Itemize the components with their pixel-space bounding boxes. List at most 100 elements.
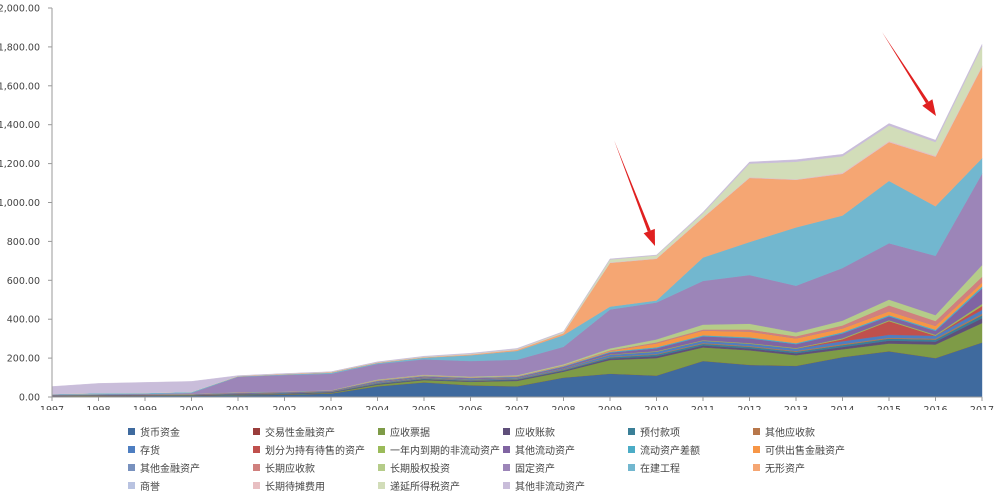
chart-legend: 货币资金 交易性金融资产 应收票据 应收账款 预付款项 其他应收款存货 划分为持有待售的资产…	[128, 424, 888, 493]
legend-item: 可供出售金融资产	[753, 442, 878, 457]
axes: 0.00 200.00 400.00 600.00 800.00 1,000.00 1,20…	[0, 4, 994, 411]
y-tick-label: 1,400.00	[0, 120, 40, 131]
legend-label: 存货	[140, 446, 160, 457]
legend-label: 其他非流动资产	[515, 482, 585, 493]
y-tick-label: 1,000.00	[0, 198, 40, 209]
legend-swatch-icon	[503, 464, 510, 471]
legend-item: 固定资产	[503, 460, 628, 475]
x-tick-label: 2013	[784, 405, 808, 410]
legend-label: 固定资产	[515, 464, 555, 475]
x-tick-label: 1997	[40, 405, 64, 410]
x-tick-label: 2003	[319, 405, 343, 410]
x-tick-label: 2017	[970, 405, 994, 410]
legend-item: 递延所得税资产	[378, 478, 503, 493]
legend-label: 交易性金融资产	[265, 428, 335, 439]
legend-label: 其他应收款	[765, 428, 815, 439]
y-tick-label: 1,600.00	[0, 81, 40, 92]
annotation-arrows	[614, 32, 936, 246]
x-tick-label: 2004	[365, 405, 389, 410]
legend-swatch-icon	[253, 482, 260, 489]
y-tick-label: 1,800.00	[0, 42, 40, 53]
legend-item: 其他金融资产	[128, 460, 253, 475]
legend-swatch-icon	[503, 428, 510, 435]
x-tick-label: 2012	[737, 405, 761, 410]
y-tick-label: 0.00	[19, 393, 40, 404]
legend-swatch-icon	[378, 464, 385, 471]
red-arrow-annotation	[882, 32, 936, 116]
legend-item: 在建工程	[628, 460, 753, 475]
legend-swatch-icon	[378, 482, 385, 489]
legend-item: 预付款项	[628, 424, 753, 439]
x-tick-label: 1999	[133, 405, 157, 410]
y-tick-label: 400.00	[7, 315, 40, 326]
legend-label: 长期股权投资	[390, 464, 450, 475]
red-arrow-annotation	[614, 140, 655, 246]
legend-swatch-icon	[253, 428, 260, 435]
legend-swatch-icon	[628, 428, 635, 435]
legend-label: 商誉	[140, 482, 160, 493]
legend-swatch-icon	[253, 446, 260, 453]
legend-label: 其他流动资产	[515, 446, 575, 457]
legend-swatch-icon	[378, 446, 385, 453]
legend-label: 在建工程	[640, 464, 680, 475]
area-series-21	[51, 44, 983, 395]
legend-swatch-icon	[503, 482, 510, 489]
legend-swatch-icon	[128, 428, 135, 435]
y-tick-label: 600.00	[7, 276, 40, 287]
legend-item: 应收账款	[503, 424, 628, 439]
legend-label: 预付款项	[640, 428, 680, 439]
legend-swatch-icon	[128, 482, 135, 489]
x-tick-label: 2005	[412, 405, 436, 410]
legend-item: 长期待摊费用	[253, 478, 378, 493]
legend-item: 长期股权投资	[378, 460, 503, 475]
legend-item: 划分为持有待售的资产	[253, 442, 378, 457]
legend-swatch-icon	[128, 464, 135, 471]
legend-swatch-icon	[628, 446, 635, 453]
legend-item: 存货	[128, 442, 253, 457]
legend-label: 应收票据	[390, 428, 430, 439]
x-tick-label: 1998	[86, 405, 110, 410]
legend-item: 其他应收款	[753, 424, 878, 439]
y-tick-label: 1,200.00	[0, 159, 40, 170]
legend-swatch-icon	[378, 428, 385, 435]
legend-label: 货币资金	[140, 428, 180, 439]
legend-item: 长期应收款	[253, 460, 378, 475]
x-tick-label: 2008	[551, 405, 575, 410]
legend-label: 划分为持有待售的资产	[265, 446, 365, 457]
y-tick-label: 2,000.00	[0, 4, 40, 15]
legend-item: 其他非流动资产	[503, 478, 628, 493]
x-tick-label: 2014	[830, 405, 854, 410]
area-layers	[51, 44, 983, 398]
x-tick-label: 2011	[691, 405, 715, 410]
x-tick-label: 2006	[458, 405, 482, 410]
legend-item: 商誉	[128, 478, 253, 493]
legend-label: 应收账款	[515, 428, 555, 439]
x-tick-label: 2000	[179, 405, 203, 410]
legend-swatch-icon	[503, 446, 510, 453]
y-tick-label: 200.00	[7, 354, 40, 365]
legend-item: 其他流动资产	[503, 442, 628, 457]
x-tick-label: 2015	[877, 405, 901, 410]
legend-label: 流动资产差额	[640, 446, 700, 457]
y-tick-label: 800.00	[7, 237, 40, 248]
legend-label: 长期待摊费用	[265, 482, 325, 493]
x-tick-label: 2002	[272, 405, 296, 410]
legend-swatch-icon	[628, 464, 635, 471]
legend-label: 其他金融资产	[140, 464, 200, 475]
legend-swatch-icon	[753, 464, 760, 471]
legend-item: 无形资产	[753, 460, 878, 475]
legend-item: 交易性金融资产	[253, 424, 378, 439]
x-tick-label: 2001	[226, 405, 250, 410]
legend-item: 应收票据	[378, 424, 503, 439]
x-tick-label: 2007	[505, 405, 529, 410]
legend-label: 无形资产	[765, 464, 805, 475]
legend-swatch-icon	[253, 464, 260, 471]
legend-item: 流动资产差额	[628, 442, 753, 457]
stacked-area-chart: 0.00 200.00 400.00 600.00 800.00 1,000.00 1,20…	[0, 4, 994, 411]
legend-label: 一年内到期的非流动资产	[390, 446, 500, 457]
x-tick-label: 2010	[644, 405, 668, 410]
x-tick-label: 2009	[598, 405, 622, 410]
x-tick-label: 2016	[923, 405, 947, 410]
legend-label: 可供出售金融资产	[765, 446, 845, 457]
legend-item: 货币资金	[128, 424, 253, 439]
